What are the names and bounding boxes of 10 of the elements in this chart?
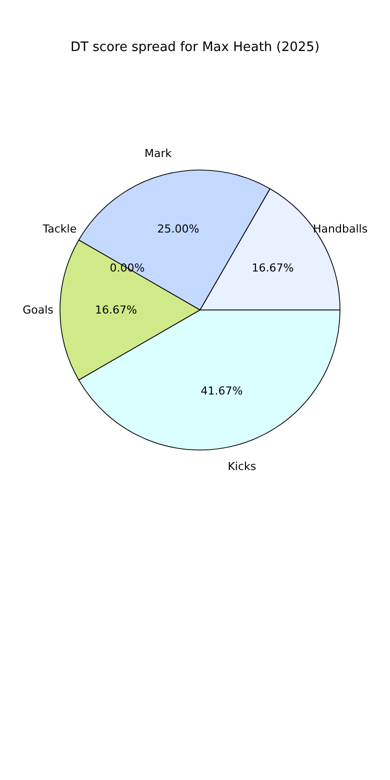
slice-label: Kicks	[228, 460, 256, 473]
data-label: 16.67%	[95, 304, 137, 316]
category-label: Tackle	[42, 222, 77, 236]
slice-label: Handballs	[313, 222, 368, 236]
slice-label: Goals	[22, 304, 54, 316]
data-label: 41.67%	[200, 384, 243, 398]
chart-title: DT score spread for Max Heath (2025)	[69, 40, 321, 55]
slice-label: Mark	[144, 147, 172, 160]
data-label: 16.67%	[252, 261, 294, 274]
data-label: 25.00%	[157, 222, 200, 236]
